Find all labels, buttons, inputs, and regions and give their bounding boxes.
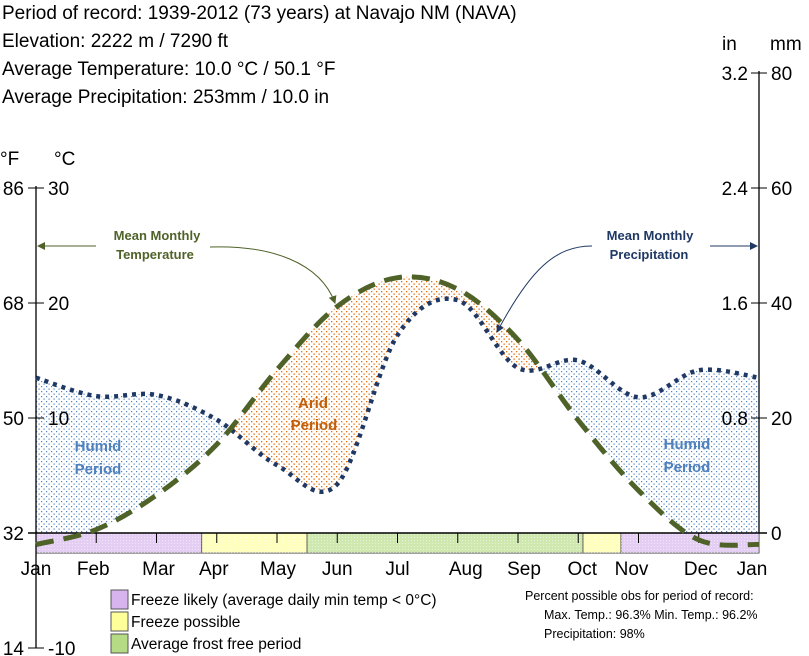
header-avg-precip: Average Precipitation: 253mm / 10.0 in bbox=[2, 87, 329, 108]
tick-label-mm: 40 bbox=[771, 294, 792, 315]
month-label: Jul bbox=[385, 559, 409, 580]
tick-label-f: 50 bbox=[3, 409, 24, 430]
month-label: Aug bbox=[449, 559, 483, 580]
header-elevation: Elevation: 2222 m / 7290 ft bbox=[2, 31, 229, 52]
legend-possible: Freeze possible bbox=[131, 614, 240, 631]
axis-unit-f: °F bbox=[0, 149, 19, 170]
precip-label-2: Precipitation bbox=[610, 247, 689, 262]
humid-label-left-2: Period bbox=[75, 461, 122, 478]
temp-arrow-curve bbox=[209, 246, 337, 304]
month-label: Oct bbox=[567, 559, 597, 580]
humid-label-right-1: Humid bbox=[664, 436, 711, 453]
tick-label-c: 30 bbox=[48, 179, 69, 200]
tick-label-in: 0.8 bbox=[722, 409, 748, 430]
frost-period-bar bbox=[35, 532, 760, 554]
month-label: Nov bbox=[615, 559, 649, 580]
month-label: Mar bbox=[142, 559, 175, 580]
month-label: Jan bbox=[21, 559, 52, 580]
frost-segment-texture bbox=[621, 533, 759, 553]
tick-label-mm: 20 bbox=[771, 409, 792, 430]
tick-label-mm: 80 bbox=[771, 64, 792, 85]
frost-segment-texture bbox=[583, 533, 622, 553]
axis-unit-in: in bbox=[722, 34, 737, 55]
tick-label-c: 20 bbox=[48, 294, 69, 315]
humid-label-right-2: Period bbox=[664, 459, 711, 476]
month-label: Jun bbox=[322, 559, 353, 580]
axis-unit-c: °C bbox=[54, 149, 75, 170]
legend-free: Average frost free period bbox=[131, 636, 301, 653]
month-label: Apr bbox=[199, 559, 229, 580]
month-label: Feb bbox=[77, 559, 110, 580]
arid-label-1: Arid bbox=[298, 395, 328, 412]
tick-label-f: 32 bbox=[3, 524, 24, 545]
tick-label-c: 10 bbox=[48, 409, 69, 430]
legend-swatch-likely bbox=[110, 589, 129, 610]
month-label: Dec bbox=[684, 559, 718, 580]
precip-arrow-curve bbox=[496, 245, 593, 333]
legend-swatch-possible bbox=[110, 611, 129, 632]
frost-segment-texture bbox=[201, 533, 308, 553]
axis-unit-mm: mm bbox=[770, 34, 802, 55]
tick-label-in: 1.6 bbox=[722, 294, 748, 315]
precip-label-1: Mean Monthly bbox=[607, 228, 694, 243]
tick-label-mm: 0 bbox=[771, 524, 782, 545]
tick-label-in: 3.2 bbox=[722, 64, 748, 85]
note-line3: Precipitation: 98% bbox=[544, 627, 645, 641]
header-period: Period of record: 1939-2012 (73 years) a… bbox=[2, 3, 517, 24]
temp-label-1: Mean Monthly bbox=[114, 228, 201, 243]
note-line2: Max. Temp.: 96.3% Min. Temp.: 96.2% bbox=[544, 608, 758, 622]
month-label: Sep bbox=[507, 559, 541, 580]
temperature-line bbox=[35, 274, 760, 548]
legend-swatch-free bbox=[110, 633, 129, 654]
legend-likely: Freeze likely (average daily min temp < … bbox=[131, 592, 437, 609]
tick-label-in: 2.4 bbox=[722, 179, 749, 200]
month-label: May bbox=[260, 559, 296, 580]
tick-label-c: -10 bbox=[48, 639, 75, 656]
frost-segment-texture bbox=[307, 533, 584, 553]
arid-label-2: Period bbox=[291, 417, 338, 434]
note-line1: Percent possible obs for period of recor… bbox=[525, 589, 754, 603]
tick-label-f: 68 bbox=[3, 294, 24, 315]
month-label: Jan bbox=[737, 559, 768, 580]
precipitation-line bbox=[35, 296, 760, 494]
tick-label-mm: 60 bbox=[771, 179, 792, 200]
header-avg-temp: Average Temperature: 10.0 °C / 50.1 °F bbox=[2, 59, 335, 80]
humid-label-left-1: Humid bbox=[75, 438, 122, 455]
frost-segment-texture bbox=[36, 533, 202, 553]
temp-label-2: Temperature bbox=[116, 247, 194, 262]
tick-label-f: 86 bbox=[3, 179, 24, 200]
tick-label-f: 14 bbox=[3, 639, 25, 656]
